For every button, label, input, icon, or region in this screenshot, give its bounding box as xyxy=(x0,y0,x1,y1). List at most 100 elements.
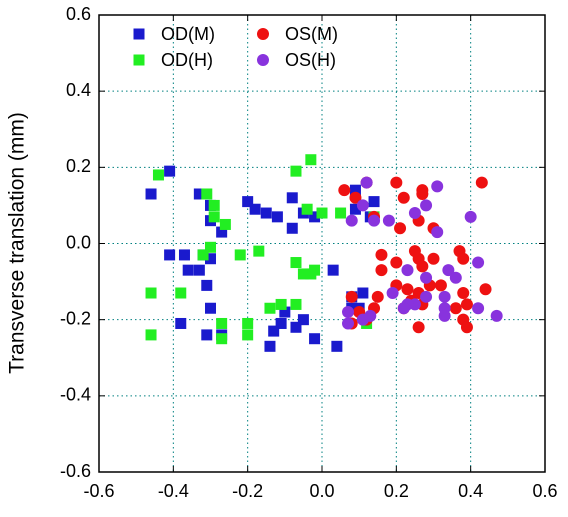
legend-label: OD(M) xyxy=(161,24,215,44)
marker xyxy=(193,264,205,276)
marker xyxy=(342,317,355,330)
x-tick-label: -0.6 xyxy=(83,481,114,501)
x-tick-label: -0.4 xyxy=(158,481,189,501)
marker xyxy=(290,165,302,177)
marker xyxy=(368,214,381,227)
marker xyxy=(449,302,462,315)
marker xyxy=(260,207,272,219)
marker xyxy=(242,196,254,208)
marker xyxy=(234,249,246,261)
marker xyxy=(390,256,403,269)
marker xyxy=(475,176,488,189)
legend-label: OD(H) xyxy=(161,50,213,70)
legend-marker xyxy=(257,54,269,66)
marker xyxy=(205,241,216,253)
y-tick-label: -0.6 xyxy=(60,461,91,481)
marker xyxy=(390,176,403,189)
marker xyxy=(216,226,228,238)
marker xyxy=(479,283,492,296)
legend-label: OS(H) xyxy=(285,50,336,70)
marker xyxy=(331,340,343,352)
marker xyxy=(416,260,429,273)
marker xyxy=(416,187,429,200)
marker xyxy=(397,191,410,204)
x-tick-label: 0.4 xyxy=(458,481,483,501)
marker xyxy=(345,290,358,303)
marker xyxy=(182,264,194,276)
marker xyxy=(279,306,291,318)
y-tick-label: 0.0 xyxy=(66,232,91,252)
marker xyxy=(412,321,425,334)
marker xyxy=(193,188,205,200)
marker xyxy=(309,264,321,276)
legend-marker xyxy=(257,28,269,40)
y-tick-label: -0.4 xyxy=(60,385,91,405)
marker xyxy=(152,169,164,181)
y-tick-label: 0.2 xyxy=(66,156,91,176)
marker xyxy=(286,222,298,234)
marker xyxy=(460,298,473,311)
legend-marker xyxy=(133,54,145,66)
marker xyxy=(327,264,339,276)
marker xyxy=(427,252,440,265)
marker xyxy=(145,329,157,341)
marker xyxy=(208,199,220,211)
marker xyxy=(301,203,313,215)
marker xyxy=(205,302,216,314)
marker xyxy=(457,287,470,300)
marker xyxy=(431,226,444,239)
marker xyxy=(357,287,369,299)
marker xyxy=(420,199,433,212)
marker xyxy=(264,340,276,352)
marker xyxy=(275,317,287,329)
marker xyxy=(408,245,421,258)
marker xyxy=(175,317,187,329)
marker xyxy=(342,306,355,319)
marker xyxy=(145,188,157,200)
marker xyxy=(205,253,216,265)
marker xyxy=(349,203,361,215)
marker xyxy=(472,302,485,315)
marker xyxy=(364,309,377,322)
marker xyxy=(449,271,462,284)
marker xyxy=(349,191,362,204)
marker xyxy=(145,287,157,299)
marker xyxy=(472,256,485,269)
marker xyxy=(375,248,388,261)
marker xyxy=(253,245,265,257)
marker xyxy=(309,211,321,223)
marker xyxy=(345,214,358,227)
marker xyxy=(197,249,209,261)
marker xyxy=(297,314,309,326)
marker xyxy=(397,302,410,315)
marker xyxy=(420,290,433,303)
marker xyxy=(290,298,302,310)
marker xyxy=(290,257,302,269)
marker xyxy=(434,279,447,292)
marker xyxy=(201,188,213,200)
marker xyxy=(264,302,276,314)
marker xyxy=(408,207,421,220)
marker xyxy=(249,203,261,215)
marker xyxy=(219,218,231,230)
marker xyxy=(297,268,309,280)
marker xyxy=(316,207,328,219)
marker xyxy=(201,329,213,341)
marker xyxy=(309,333,321,345)
marker xyxy=(349,184,361,196)
marker xyxy=(175,287,187,299)
marker xyxy=(216,333,228,345)
y-tick-label: 0.4 xyxy=(66,80,91,100)
marker xyxy=(164,249,176,261)
marker xyxy=(338,184,351,197)
marker xyxy=(164,165,176,177)
marker xyxy=(286,192,298,204)
x-tick-label: 0.6 xyxy=(532,481,557,501)
marker xyxy=(356,199,369,212)
marker xyxy=(268,325,280,337)
marker xyxy=(290,321,302,333)
marker xyxy=(401,264,414,277)
x-tick-label: 0.0 xyxy=(309,481,334,501)
marker xyxy=(457,252,470,265)
